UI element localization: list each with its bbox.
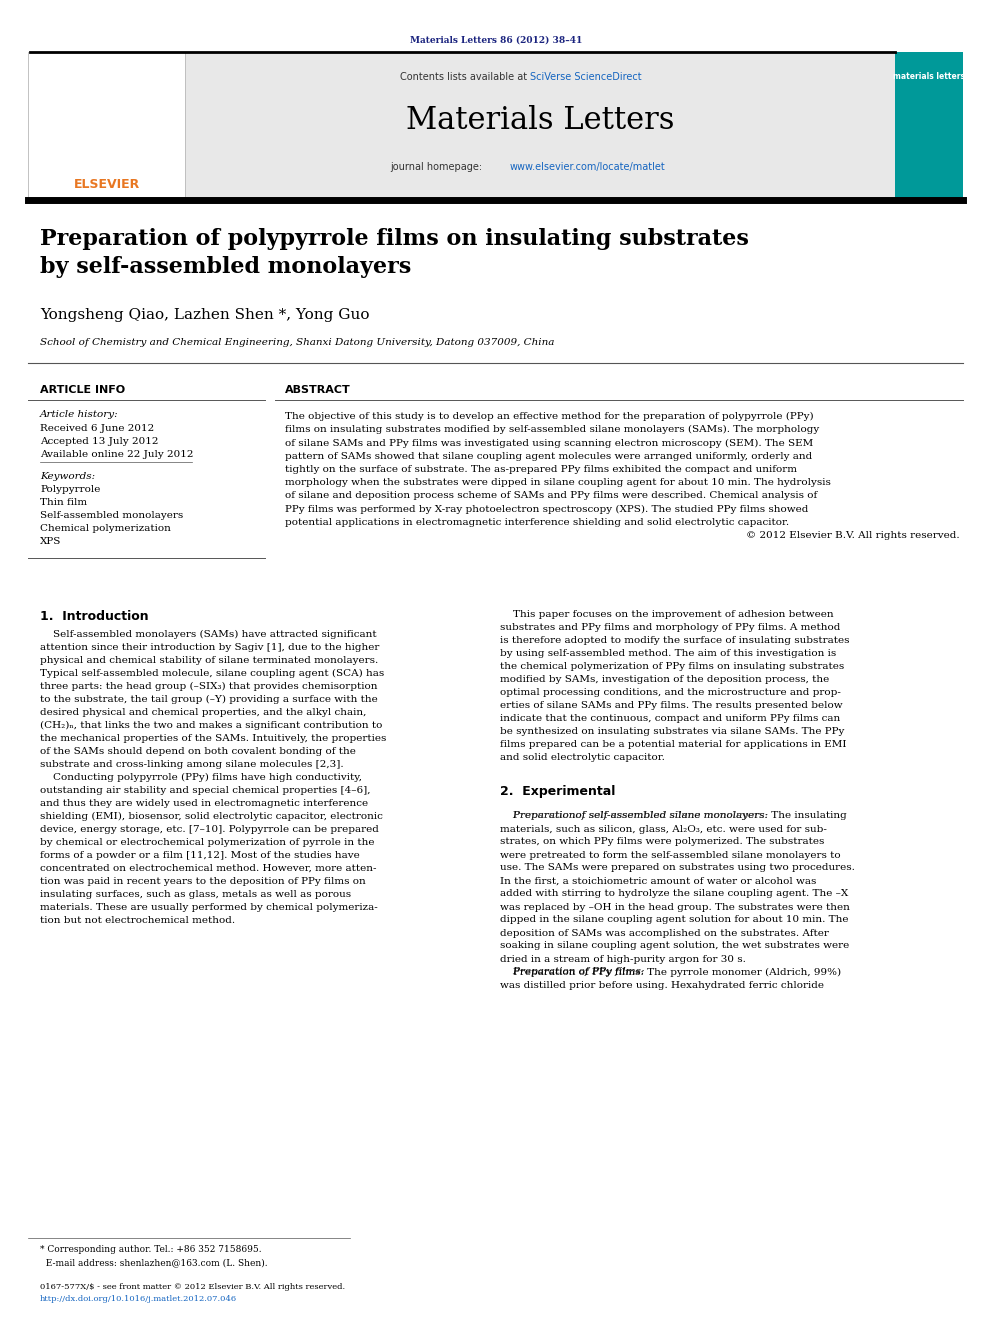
Text: Self-assembled monolayers (SAMs) have attracted significant: Self-assembled monolayers (SAMs) have at… (40, 630, 377, 639)
Text: optimal processing conditions, and the microstructure and prop-: optimal processing conditions, and the m… (500, 688, 841, 697)
Text: soaking in silane coupling agent solution, the wet substrates were: soaking in silane coupling agent solutio… (500, 942, 849, 950)
Text: School of Chemistry and Chemical Engineering, Shanxi Datong University, Datong 0: School of Chemistry and Chemical Enginee… (40, 337, 555, 347)
Text: tightly on the surface of substrate. The as-prepared PPy films exhibited the com: tightly on the surface of substrate. The… (285, 464, 797, 474)
Text: by using self-assembled method. The aim of this investigation is: by using self-assembled method. The aim … (500, 650, 836, 658)
Text: ARTICLE INFO: ARTICLE INFO (40, 385, 125, 396)
Text: materials letters: materials letters (893, 71, 965, 81)
FancyBboxPatch shape (185, 52, 895, 198)
Text: and solid electrolytic capacitor.: and solid electrolytic capacitor. (500, 753, 665, 762)
Text: substrates and PPy films and morphology of PPy films. A method: substrates and PPy films and morphology … (500, 623, 840, 632)
Text: of the SAMs should depend on both covalent bonding of the: of the SAMs should depend on both covale… (40, 747, 356, 755)
Text: Conducting polypyrrole (PPy) films have high conductivity,: Conducting polypyrrole (PPy) films have … (40, 773, 362, 782)
Text: © 2012 Elsevier B.V. All rights reserved.: © 2012 Elsevier B.V. All rights reserved… (746, 531, 960, 540)
Text: Typical self-assembled molecule, silane coupling agent (SCA) has: Typical self-assembled molecule, silane … (40, 669, 384, 679)
Text: Preparationof self-assembled silane monolayers: The insulating: Preparationof self-assembled silane mono… (500, 811, 847, 820)
Text: insulating surfaces, such as glass, metals as well as porous: insulating surfaces, such as glass, meta… (40, 890, 351, 900)
Text: Contents lists available at: Contents lists available at (400, 71, 530, 82)
Text: shielding (EMI), biosensor, solid electrolytic capacitor, electronic: shielding (EMI), biosensor, solid electr… (40, 812, 383, 822)
Text: potential applications in electromagnetic interference shielding and solid elect: potential applications in electromagneti… (285, 517, 789, 527)
Text: XPS: XPS (40, 537, 62, 546)
Text: Accepted 13 July 2012: Accepted 13 July 2012 (40, 437, 159, 446)
Text: dried in a stream of high-purity argon for 30 s.: dried in a stream of high-purity argon f… (500, 954, 746, 963)
Text: Preparationof self-assembled silane monolayers:: Preparationof self-assembled silane mono… (500, 811, 768, 820)
Text: journal homepage:: journal homepage: (390, 161, 485, 172)
Text: Polypyrrole: Polypyrrole (40, 486, 100, 493)
Text: of silane SAMs and PPy films was investigated using scanning electron microscopy: of silane SAMs and PPy films was investi… (285, 438, 813, 447)
Text: * Corresponding author. Tel.: +86 352 7158695.: * Corresponding author. Tel.: +86 352 71… (40, 1245, 262, 1254)
Text: 2.  Experimental: 2. Experimental (500, 786, 615, 799)
Text: The objective of this study is to develop an effective method for the preparatio: The objective of this study is to develo… (285, 411, 813, 421)
Text: ELSEVIER: ELSEVIER (73, 179, 140, 191)
Text: be synthesized on insulating substrates via silane SAMs. The PPy: be synthesized on insulating substrates … (500, 728, 844, 736)
Text: films on insulating substrates modified by self-assembled silane monolayers (SAM: films on insulating substrates modified … (285, 425, 819, 434)
Text: to the substrate, the tail group (–Y) providing a surface with the: to the substrate, the tail group (–Y) pr… (40, 695, 378, 704)
Text: E-mail address: shenlazhen@163.com (L. Shen).: E-mail address: shenlazhen@163.com (L. S… (40, 1258, 268, 1267)
Text: Self-assembled monolayers: Self-assembled monolayers (40, 511, 184, 520)
FancyBboxPatch shape (28, 52, 185, 198)
Text: was replaced by –OH in the head group. The substrates were then: was replaced by –OH in the head group. T… (500, 902, 850, 912)
Text: concentrated on electrochemical method. However, more atten-: concentrated on electrochemical method. … (40, 864, 377, 873)
Text: Materials Letters 86 (2012) 38–41: Materials Letters 86 (2012) 38–41 (410, 36, 582, 45)
Text: outstanding air stability and special chemical properties [4–6],: outstanding air stability and special ch… (40, 786, 370, 795)
Text: http://dx.doi.org/10.1016/j.matlet.2012.07.046: http://dx.doi.org/10.1016/j.matlet.2012.… (40, 1295, 237, 1303)
Text: modified by SAMs, investigation of the deposition process, the: modified by SAMs, investigation of the d… (500, 675, 829, 684)
Text: device, energy storage, etc. [7–10]. Polypyrrole can be prepared: device, energy storage, etc. [7–10]. Pol… (40, 826, 379, 833)
Text: In the first, a stoichiometric amount of water or alcohol was: In the first, a stoichiometric amount of… (500, 877, 816, 885)
Text: by chemical or electrochemical polymerization of pyrrole in the: by chemical or electrochemical polymeriz… (40, 837, 375, 847)
Text: forms of a powder or a film [11,12]. Most of the studies have: forms of a powder or a film [11,12]. Mos… (40, 851, 360, 860)
Text: ABSTRACT: ABSTRACT (285, 385, 351, 396)
Text: Keywords:: Keywords: (40, 472, 95, 482)
Text: erties of silane SAMs and PPy films. The results presented below: erties of silane SAMs and PPy films. The… (500, 701, 842, 710)
Text: 1.  Introduction: 1. Introduction (40, 610, 149, 623)
Text: the chemical polymerization of PPy films on insulating substrates: the chemical polymerization of PPy films… (500, 662, 844, 671)
FancyBboxPatch shape (895, 52, 963, 198)
Text: Preparation of PPy films:: Preparation of PPy films: (500, 967, 645, 976)
Text: Yongsheng Qiao, Lazhen Shen *, Yong Guo: Yongsheng Qiao, Lazhen Shen *, Yong Guo (40, 308, 369, 321)
Text: materials. These are usually performed by chemical polymeriza-: materials. These are usually performed b… (40, 904, 378, 912)
Text: strates, on which PPy films were polymerized. The substrates: strates, on which PPy films were polymer… (500, 837, 824, 847)
Text: (CH₂)ₙ, that links the two and makes a significant contribution to: (CH₂)ₙ, that links the two and makes a s… (40, 721, 382, 730)
Text: films prepared can be a potential material for applications in EMI: films prepared can be a potential materi… (500, 740, 846, 749)
Text: morphology when the substrates were dipped in silane coupling agent for about 10: morphology when the substrates were dipp… (285, 478, 831, 487)
Text: use. The SAMs were prepared on substrates using two procedures.: use. The SAMs were prepared on substrate… (500, 864, 855, 872)
Text: deposition of SAMs was accomplished on the substrates. After: deposition of SAMs was accomplished on t… (500, 929, 829, 938)
Text: tion but not electrochemical method.: tion but not electrochemical method. (40, 916, 235, 925)
Text: substrate and cross-linking among silane molecules [2,3].: substrate and cross-linking among silane… (40, 759, 343, 769)
Text: Preparation of PPy films: The pyrrole monomer (Aldrich, 99%): Preparation of PPy films: The pyrrole mo… (500, 967, 841, 976)
Text: Available online 22 July 2012: Available online 22 July 2012 (40, 450, 193, 459)
Text: tion was paid in recent years to the deposition of PPy films on: tion was paid in recent years to the dep… (40, 877, 366, 886)
Text: dipped in the silane coupling agent solution for about 10 min. The: dipped in the silane coupling agent solu… (500, 916, 848, 925)
Text: Received 6 June 2012: Received 6 June 2012 (40, 423, 154, 433)
Text: physical and chemical stability of silane terminated monolayers.: physical and chemical stability of silan… (40, 656, 378, 665)
Text: Preparation of polypyrrole films on insulating substrates
by self-assembled mono: Preparation of polypyrrole films on insu… (40, 228, 749, 278)
Text: and thus they are widely used in electromagnetic interference: and thus they are widely used in electro… (40, 799, 368, 808)
Text: is therefore adopted to modify the surface of insulating substrates: is therefore adopted to modify the surfa… (500, 636, 849, 646)
Text: Preparationof self-assembled silane monolayers:: Preparationof self-assembled silane mono… (500, 811, 768, 820)
Text: www.elsevier.com/locate/matlet: www.elsevier.com/locate/matlet (510, 161, 666, 172)
Text: indicate that the continuous, compact and uniform PPy films can: indicate that the continuous, compact an… (500, 714, 840, 722)
Text: SciVerse ScienceDirect: SciVerse ScienceDirect (530, 71, 642, 82)
Text: the mechanical properties of the SAMs. Intuitively, the properties: the mechanical properties of the SAMs. I… (40, 734, 386, 744)
Text: Article history:: Article history: (40, 410, 119, 419)
Text: were pretreated to form the self-assembled silane monolayers to: were pretreated to form the self-assembl… (500, 851, 840, 860)
Text: attention since their introduction by Sagiv [1], due to the higher: attention since their introduction by Sa… (40, 643, 379, 652)
Text: Chemical polymerization: Chemical polymerization (40, 524, 171, 533)
Text: 0167-577X/$ - see front matter © 2012 Elsevier B.V. All rights reserved.: 0167-577X/$ - see front matter © 2012 El… (40, 1283, 345, 1291)
Text: materials, such as silicon, glass, Al₂O₃, etc. were used for sub-: materials, such as silicon, glass, Al₂O₃… (500, 824, 827, 833)
Text: Thin film: Thin film (40, 497, 87, 507)
Text: pattern of SAMs showed that silane coupling agent molecules were arranged unifor: pattern of SAMs showed that silane coupl… (285, 451, 812, 460)
Text: three parts: the head group (–SIX₃) that provides chemisorption: three parts: the head group (–SIX₃) that… (40, 681, 378, 691)
Text: Materials Letters: Materials Letters (406, 105, 675, 136)
Text: This paper focuses on the improvement of adhesion between: This paper focuses on the improvement of… (500, 610, 833, 619)
Text: desired physical and chemical properties, and the alkyl chain,: desired physical and chemical properties… (40, 708, 366, 717)
Text: of silane and deposition process scheme of SAMs and PPy films were described. Ch: of silane and deposition process scheme … (285, 491, 817, 500)
Text: was distilled prior before using. Hexahydrated ferric chloride: was distilled prior before using. Hexahy… (500, 980, 824, 990)
Text: added with stirring to hydrolyze the silane coupling agent. The –X: added with stirring to hydrolyze the sil… (500, 889, 848, 898)
Text: PPy films was performed by X-ray photoelectron spectroscopy (XPS). The studied P: PPy films was performed by X-ray photoel… (285, 504, 808, 513)
